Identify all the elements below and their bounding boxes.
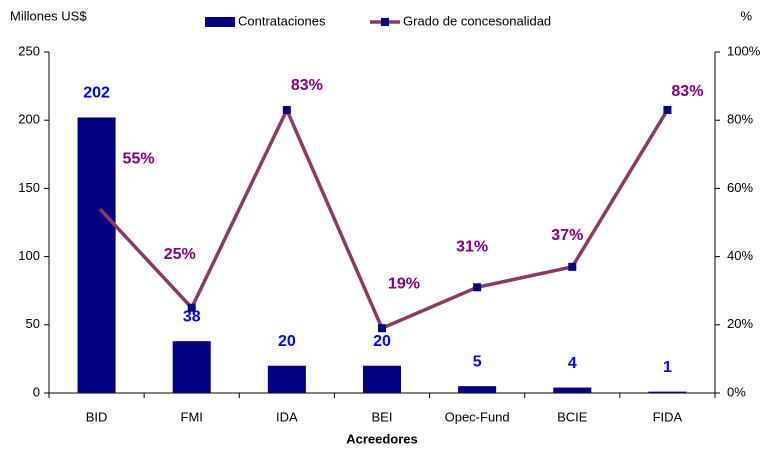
y-tick-label: 150 [18, 180, 40, 195]
y2-tick-label: 60% [727, 180, 753, 195]
bar-value-label: 5 [473, 353, 482, 370]
bar-value-label: 202 [83, 85, 110, 102]
x-tick-label: BCIE [557, 409, 588, 424]
bar [267, 365, 306, 393]
line-value-label: 83% [671, 83, 703, 100]
line-marker [663, 105, 672, 114]
bar [648, 391, 687, 393]
line-marker [187, 303, 196, 312]
line-value-label: 19% [388, 275, 420, 292]
y2-tick-label: 80% [727, 112, 753, 127]
line-marker [473, 283, 482, 292]
line-marker [282, 105, 291, 114]
y2-tick-label: 40% [727, 248, 753, 263]
line-value-label: 25% [164, 246, 196, 263]
x-tick-label: BEI [372, 409, 393, 424]
bar-value-label: 4 [568, 355, 577, 372]
bar [172, 341, 211, 393]
bar-value-label: 1 [663, 359, 672, 376]
bar [362, 365, 402, 393]
x-tick-label: Opec-Fund [445, 409, 510, 424]
line-marker [378, 324, 386, 333]
bar-value-label: 38 [183, 308, 201, 325]
y2-tick-label: 20% [727, 316, 753, 331]
legend-marker [381, 18, 389, 26]
y-tick-label: 100 [18, 248, 40, 263]
line-value-label: 37% [551, 227, 583, 244]
y-tick-label: 50 [26, 316, 40, 331]
x-axis-title: Acreedores [346, 431, 418, 446]
line [95, 105, 669, 331]
x-tick-label: FMI [181, 409, 203, 424]
line-marker [568, 262, 577, 271]
y2-tick-label: 100% [727, 43, 761, 58]
y-axis-title: Millones US$ [10, 8, 87, 23]
y-tick-label: 250 [18, 43, 40, 58]
bar [458, 386, 497, 393]
legend-label: Contrataciones [238, 13, 326, 28]
legend-label: Grado de concesonalidad [403, 13, 551, 28]
x-tick-label: IDA [276, 409, 298, 424]
y2-tick-label: 0% [727, 384, 746, 399]
bar [553, 387, 592, 393]
x-tick-label: BID [86, 409, 108, 424]
line-marker [92, 201, 101, 210]
x-tick-label: FIDA [653, 409, 683, 424]
line-value-label: 55% [123, 151, 155, 168]
y2-axis-title: % [740, 8, 752, 23]
y-tick-label: 0 [33, 384, 40, 399]
bar [77, 117, 116, 394]
bar-value-label: 20 [278, 333, 296, 350]
legend-swatch [205, 17, 235, 27]
bar-value-label: 20 [373, 333, 391, 350]
line-value-label: 31% [456, 239, 488, 256]
line-value-label: 83% [291, 77, 323, 94]
y-tick-label: 200 [18, 112, 40, 127]
